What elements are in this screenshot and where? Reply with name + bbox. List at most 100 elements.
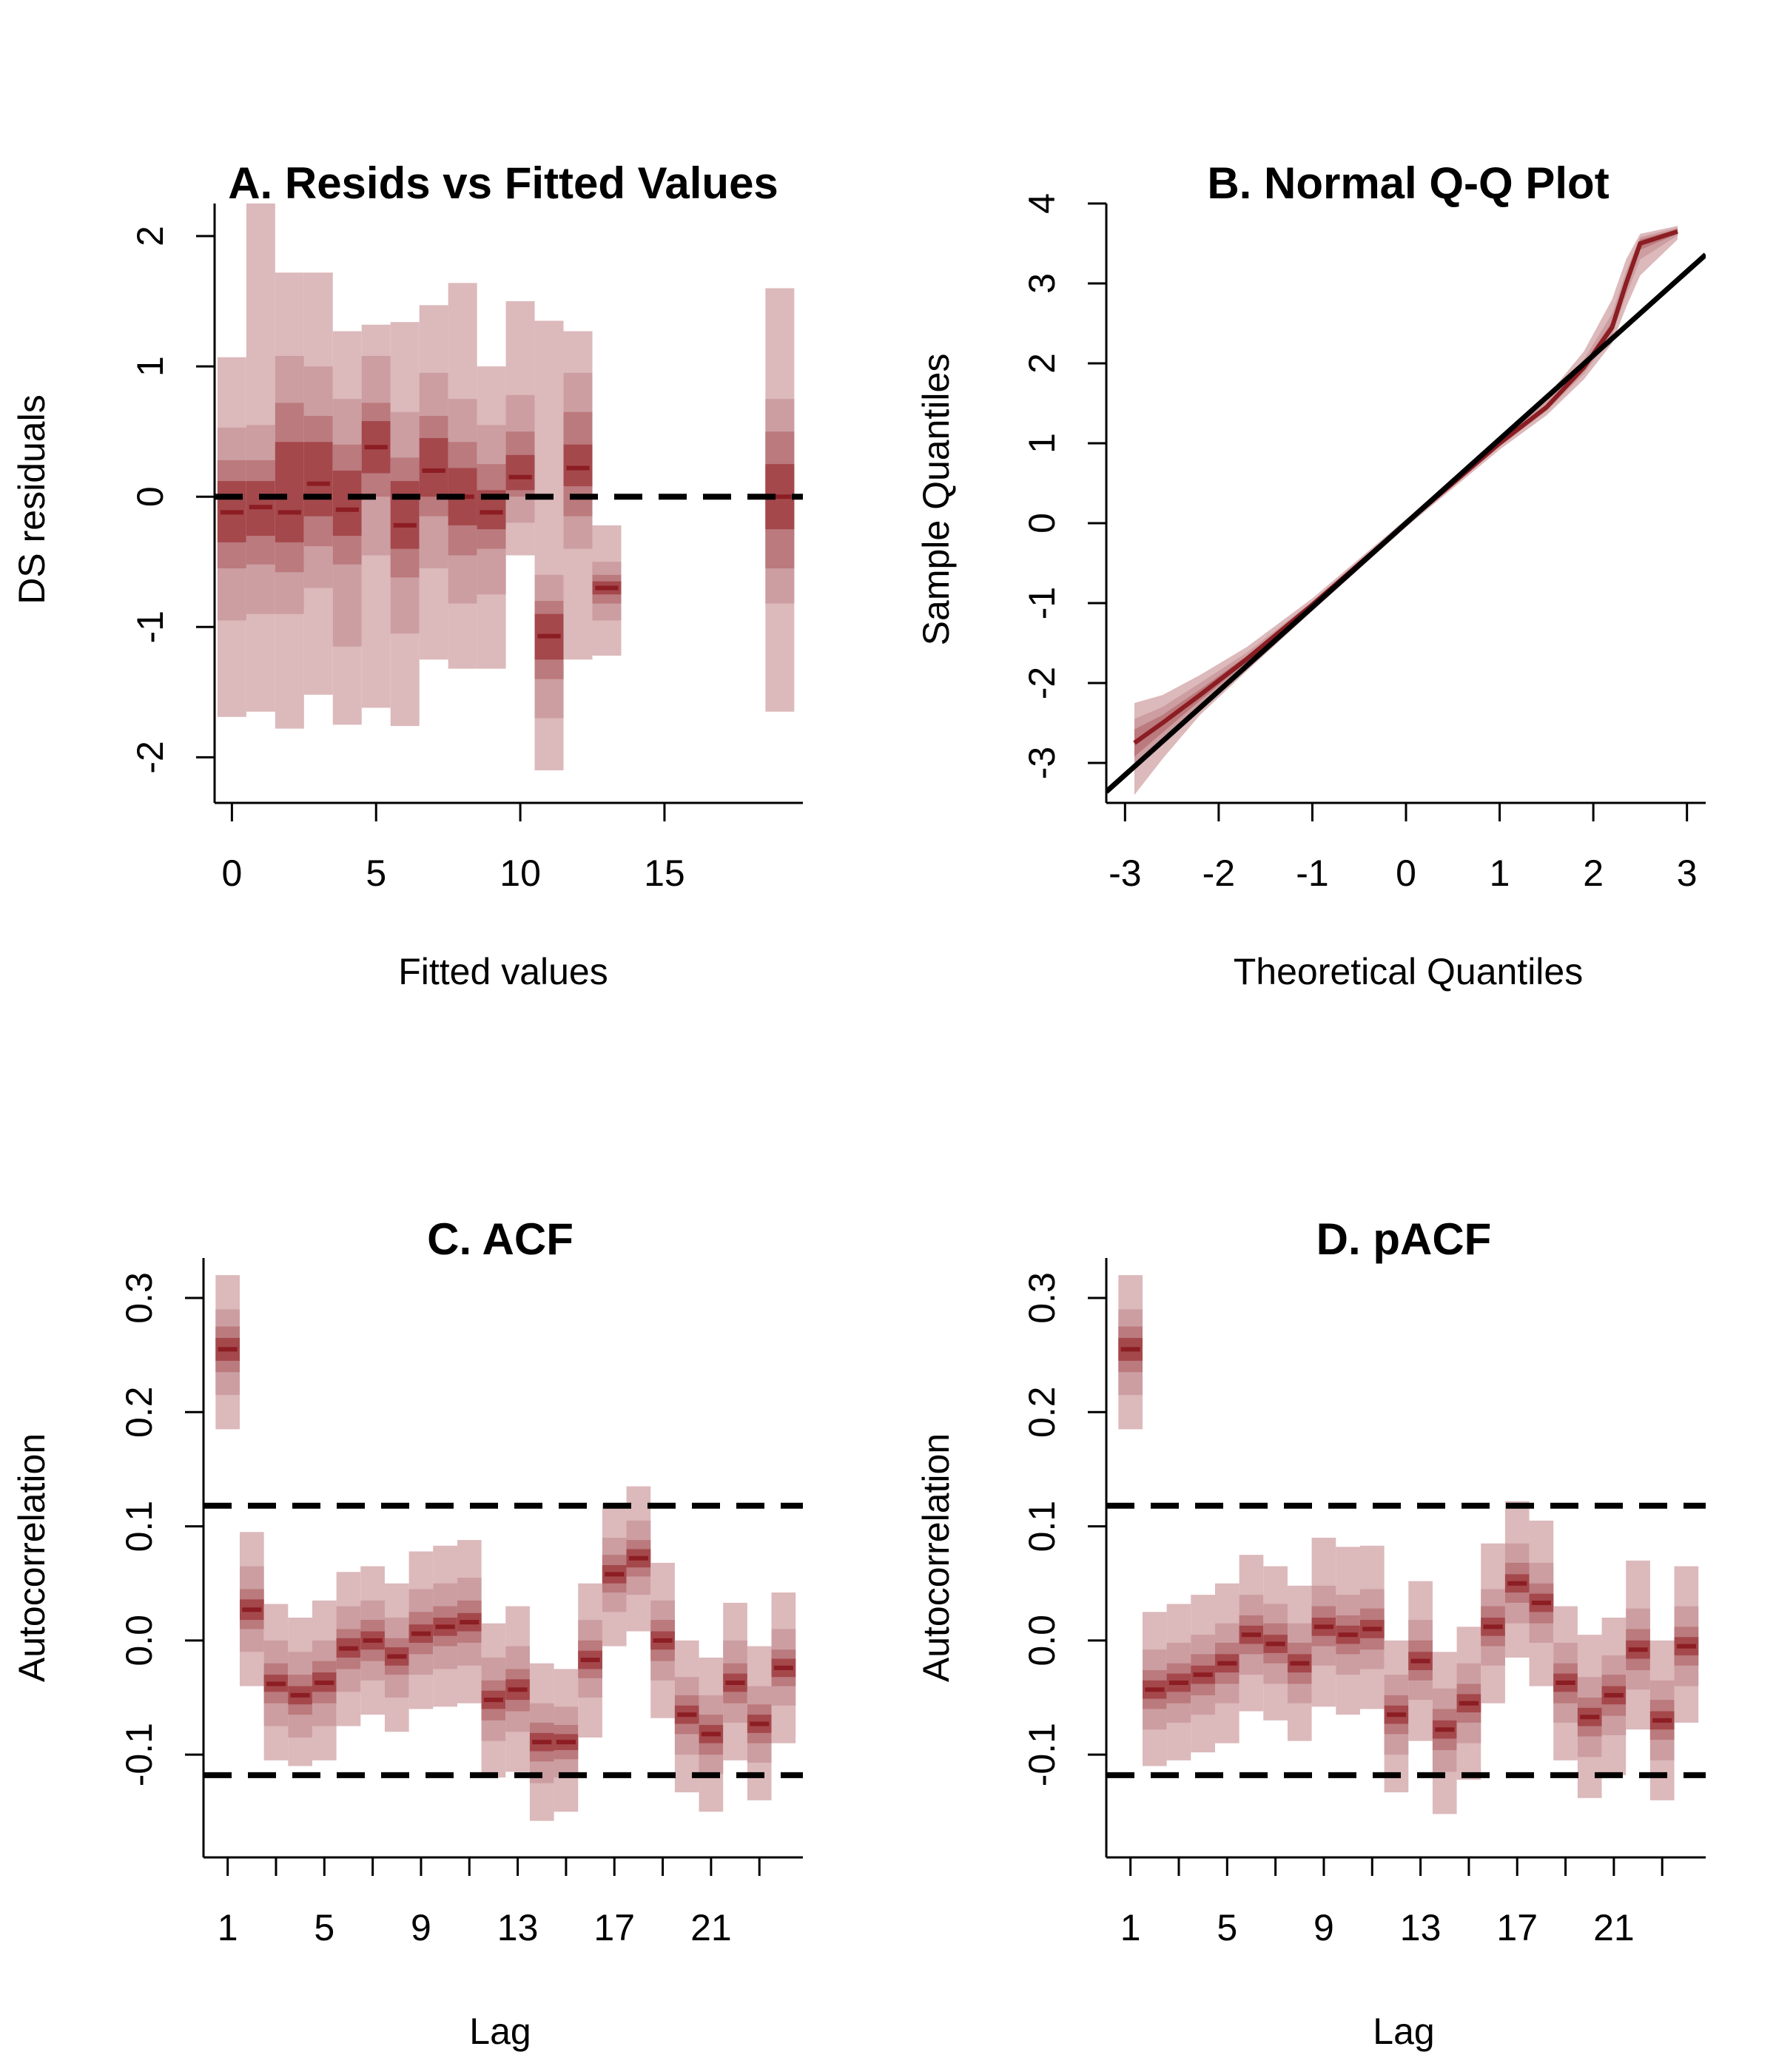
panel-c-bin	[771, 1592, 796, 1743]
panel-b-x-tick-label: 2	[1583, 852, 1604, 894]
panel-d-bin	[1529, 1520, 1554, 1686]
panel-a-bin	[361, 324, 391, 708]
panel-a-y-tick-label: 2	[130, 226, 171, 246]
panel-b-band-1	[1134, 226, 1678, 796]
panel-d-bin	[1214, 1583, 1240, 1743]
panel-d-x-tick-label: 1	[1120, 1907, 1141, 1948]
panel-d-bin	[1626, 1560, 1650, 1730]
panel-a-band-4	[303, 442, 333, 517]
panel-c-bin	[529, 1663, 554, 1821]
panel-b-x-tick-label: -1	[1296, 852, 1328, 894]
panel-a-band-4	[505, 454, 535, 491]
panel-b-x-tick-label: 0	[1396, 852, 1416, 894]
panel-c-bin	[288, 1618, 312, 1766]
panel-a-bin	[332, 331, 362, 725]
panel-a-marks	[215, 204, 803, 770]
panel-d-x-tick-label: 17	[1496, 1907, 1538, 1948]
panel-d-plot-area: 1 5 9 13 17 21 -0.1 0.0 0.1 0.2 0.3	[1021, 1258, 1706, 1948]
panel-b-title: B. Normal Q-Q Plot	[1207, 158, 1609, 208]
panel-a-bin	[534, 320, 564, 770]
panel-b-y-tick-label: 1	[1021, 433, 1063, 454]
panel-d-marks	[1106, 1275, 1706, 1814]
panel-d-bin	[1239, 1555, 1264, 1712]
panel-a-bin	[448, 283, 477, 669]
panel-d-bin	[1408, 1581, 1433, 1741]
panel-c-x-tick-label: 5	[314, 1907, 334, 1948]
panel-d-bin	[1674, 1566, 1699, 1723]
panel-b-median-line	[1133, 229, 1678, 745]
panel-d-x-tick-label: 13	[1400, 1907, 1442, 1948]
panel-c-x-tick-label: 13	[497, 1907, 539, 1948]
panel-b-plot-area: -3 -2 -1 0 1 2 3 -3 -2 -1 0 1 2 3 4	[1021, 193, 1706, 894]
panel-c-bin	[360, 1566, 385, 1715]
panel-b-x-tick-label: 1	[1490, 852, 1510, 894]
panel-b-y-tick-label: -3	[1021, 747, 1063, 779]
panel-c-bin	[263, 1604, 289, 1760]
panel-c-bin	[699, 1658, 724, 1812]
panel-d-bin	[1191, 1595, 1215, 1753]
panel-c-x-tick-label: 17	[593, 1907, 635, 1948]
panel-c-y-tick-label: 0.2	[118, 1387, 160, 1439]
panel-a-axes: 0 5 10 15 -2 -1 0 1 2	[130, 204, 803, 894]
panel-b-y-tick-label: 2	[1021, 353, 1063, 374]
panel-c-y-tick-label: 0.1	[118, 1501, 160, 1553]
panel-a-band-4	[563, 444, 593, 487]
panel-d-bin	[1553, 1606, 1578, 1760]
panel-a-y-tick-label: -2	[130, 741, 171, 773]
panel-d: D. pACF Lag Autocorrelation 1 5 9 13 17 21 -0.…	[915, 1214, 1706, 2052]
panel-a-x-tick-label: 5	[366, 852, 386, 894]
panel-a-y-tick-label: -1	[130, 610, 171, 643]
panel-d-bin	[1263, 1566, 1288, 1720]
panel-c-bin	[481, 1623, 506, 1777]
panel-b-axes: -3 -2 -1 0 1 2 3 -3 -2 -1 0 1 2 3 4	[1021, 193, 1706, 894]
panel-a-bin	[217, 357, 246, 717]
panel-c-bin	[602, 1503, 627, 1646]
panel-d-bin	[1359, 1545, 1385, 1709]
panel-d-bin	[1118, 1275, 1143, 1430]
panel-c-bin	[408, 1551, 434, 1709]
panel-d-bin	[1504, 1501, 1530, 1658]
panel-a-y-tick-label: 1	[130, 356, 171, 377]
panel-d-bin	[1384, 1640, 1409, 1793]
panel-a-band-4	[390, 481, 420, 549]
panel-c-bin	[239, 1532, 264, 1686]
panel-d-x-tick-label: 9	[1314, 1907, 1334, 1948]
panel-a-bin	[765, 288, 795, 712]
panel-d-bin	[1336, 1547, 1360, 1715]
panel-c-bin	[626, 1486, 651, 1632]
panel-c-x-tick-label: 1	[218, 1907, 238, 1948]
panel-c-axes: 1 5 9 13 17 21 -0.1 0.0 0.1 0.2 0.3	[118, 1258, 803, 1948]
panel-a-bin	[419, 305, 448, 660]
panel-a-title: A. Resids vs Fitted Values	[228, 158, 778, 208]
panel-c-y-tick-label: 0.0	[118, 1615, 160, 1666]
panel-b-ylabel: Sample Quantiles	[915, 354, 957, 646]
panel-a-band-4	[332, 470, 362, 536]
panel-b-x-tick-label: 3	[1677, 852, 1698, 894]
panel-a-x-tick-label: 10	[500, 852, 541, 894]
panel-d-bin	[1456, 1627, 1481, 1780]
panel-c-bin	[554, 1669, 579, 1812]
panel-b-marks	[1106, 226, 1706, 796]
panel-c-bin	[578, 1583, 602, 1738]
panel-d-title: D. pACF	[1316, 1214, 1492, 1264]
panel-a-xlabel: Fitted values	[398, 951, 608, 992]
panel-a: A. Resids vs Fitted Values Fitted values…	[11, 158, 803, 992]
panel-b-y-tick-label: 4	[1021, 193, 1063, 214]
panel-c-plot-area: 1 5 9 13 17 21 -0.1 0.0 0.1 0.2 0.3	[118, 1258, 803, 1948]
panel-a-bin	[477, 366, 506, 669]
panel-a-band-4	[275, 442, 304, 542]
panel-d-y-tick-label: -0.1	[1021, 1723, 1063, 1786]
panel-c-bin	[433, 1545, 457, 1707]
panel-d-bin	[1142, 1612, 1167, 1766]
panel-c-marks	[204, 1275, 803, 1821]
panel-a-ylabel: DS residuals	[11, 394, 53, 604]
panel-b-xlabel: Theoretical Quantiles	[1234, 951, 1583, 992]
panel-c-x-tick-label: 9	[411, 1907, 431, 1948]
panel-d-bin	[1287, 1585, 1312, 1741]
panel-a-x-tick-label: 0	[221, 852, 242, 894]
panel-d-xlabel: Lag	[1373, 2011, 1434, 2052]
panel-b-reference-line	[1106, 252, 1706, 794]
panel-a-bin	[246, 204, 275, 712]
panel-d-bin	[1577, 1635, 1602, 1798]
